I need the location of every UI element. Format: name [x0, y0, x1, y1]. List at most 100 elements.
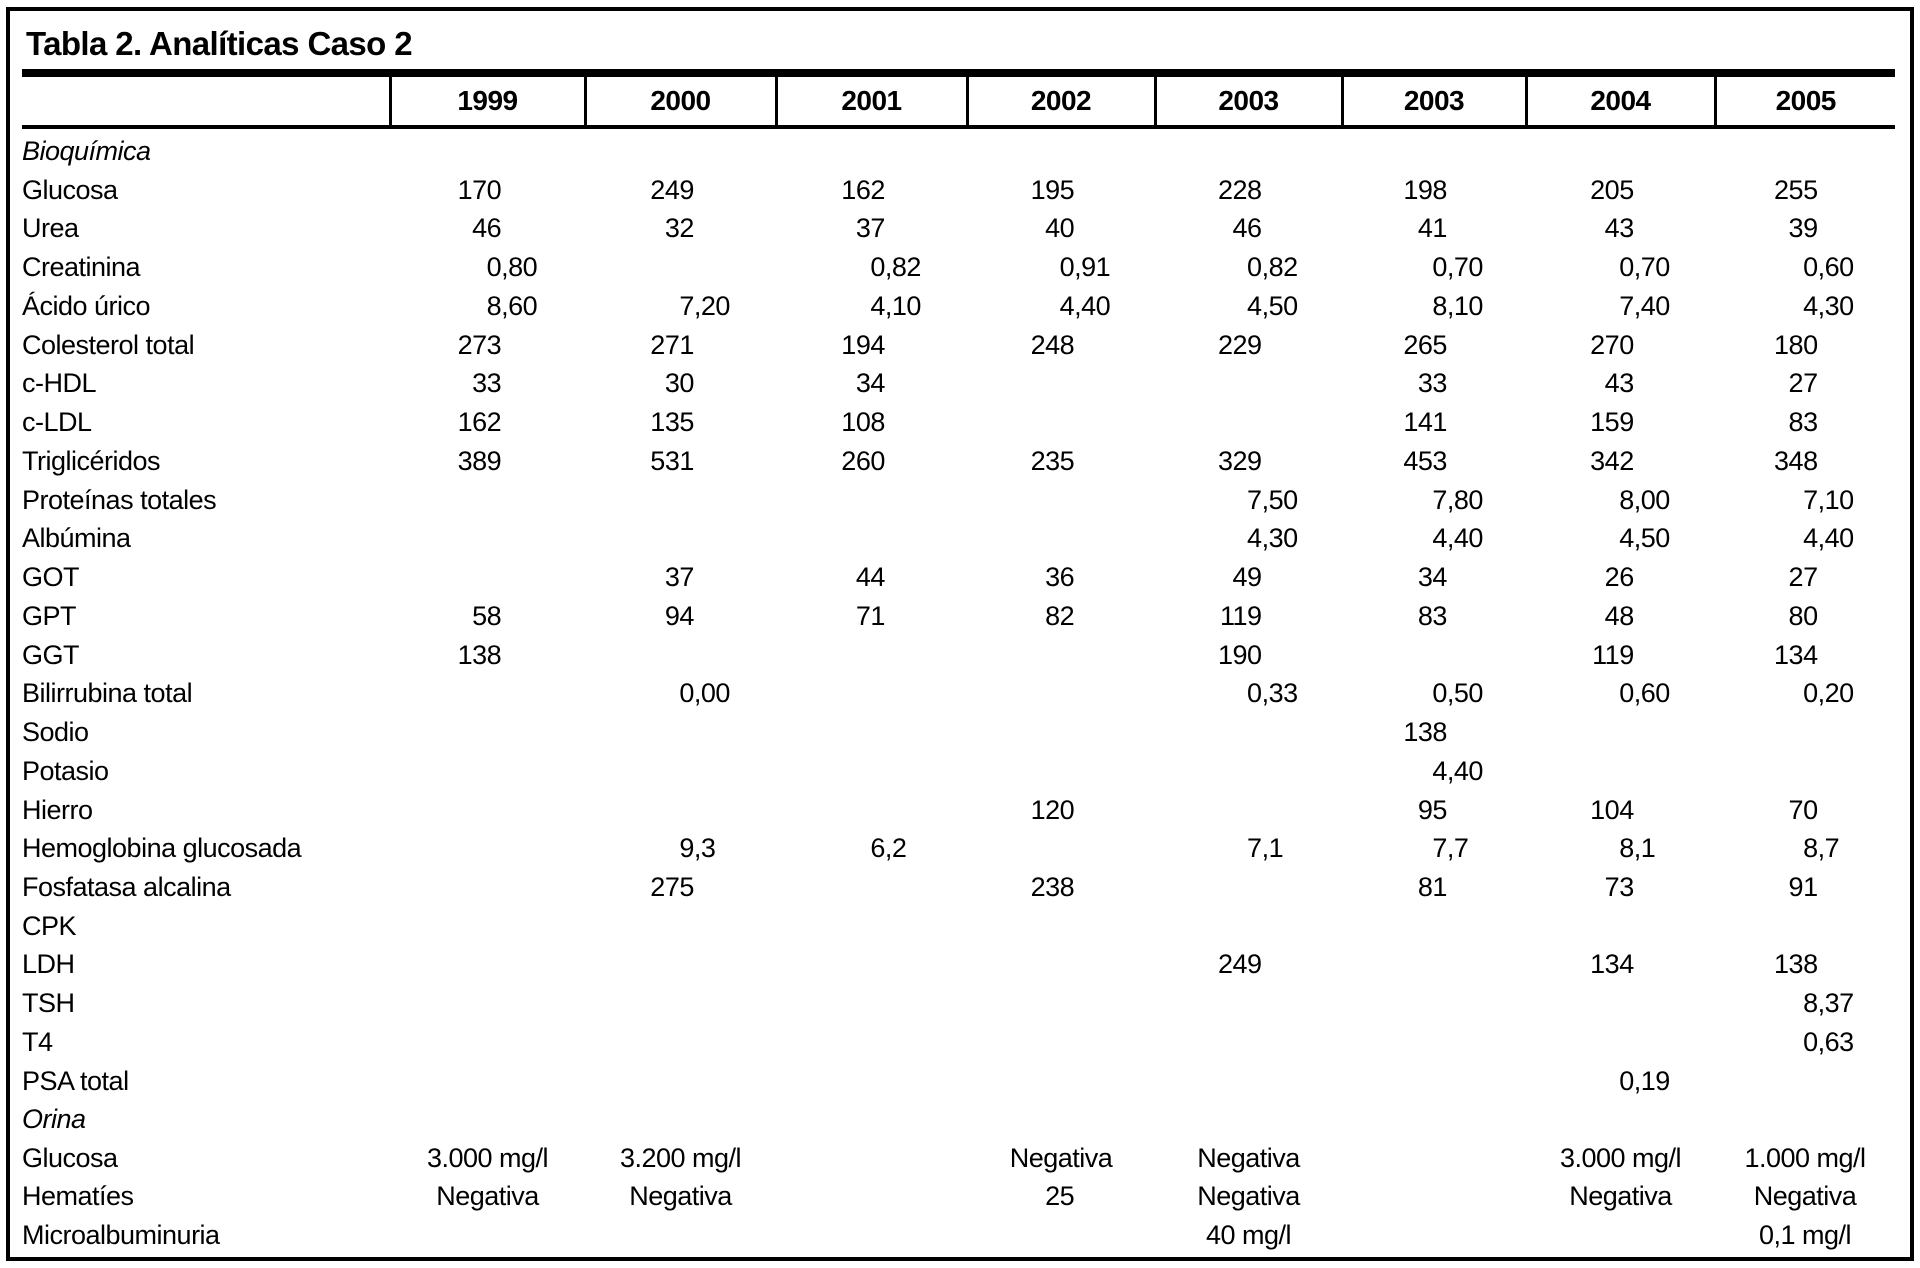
row-left-gap — [10, 127, 22, 171]
row-left-gap — [10, 907, 22, 946]
row-label: PSA total — [22, 1065, 129, 1096]
value-cell — [585, 791, 776, 830]
value-integer-part: 25 — [1045, 1181, 1075, 1212]
value-integer-part: 73 — [1604, 872, 1635, 902]
row-left-gap — [10, 1216, 22, 1255]
row-label: Bilirrubina total — [22, 678, 193, 709]
value-decimal-part: ,10 — [884, 290, 922, 321]
value-cell — [1342, 1100, 1526, 1139]
value-cell: 235 — [967, 442, 1155, 481]
value-cell — [390, 752, 585, 791]
row-right-gap — [1895, 1177, 1910, 1216]
value-decimal-part: ,91 — [1074, 252, 1111, 282]
value-cell: 238 — [967, 868, 1155, 907]
value-cell — [776, 1023, 967, 1062]
value-cell — [967, 829, 1155, 868]
value-integer-part: 0 — [870, 252, 885, 282]
row-label: GPT — [22, 600, 77, 631]
row-left-gap — [10, 945, 22, 984]
value-cell: 34 — [1342, 558, 1526, 597]
value-cell: 39 — [1715, 209, 1895, 248]
table-row: Creatinina 0,80 0,82 0,91 0,82 0,70 0,70 0,60 — [10, 248, 1910, 287]
row-label: Sodio — [22, 717, 89, 748]
value-cell: 0,33 — [1155, 674, 1342, 713]
value-cell — [1342, 907, 1526, 946]
value-decimal-part: ,82 — [884, 252, 922, 282]
value-cell — [776, 868, 967, 907]
value-cell — [967, 945, 1155, 984]
value-cell: 270 — [1526, 326, 1715, 365]
value-decimal-part: ,30 — [1817, 290, 1855, 321]
table-row: Hematíes Negativa Negativa 25 Negativa Negati… — [10, 1177, 1910, 1216]
value-cell — [1715, 1100, 1895, 1139]
value-integer-part: 194 — [841, 329, 885, 360]
value-integer-part: 342 — [1590, 445, 1634, 476]
value-integer-part: 58 — [472, 600, 502, 631]
value-cell: 43 — [1526, 364, 1715, 403]
row-right-gap — [1895, 248, 1910, 287]
value-cell — [1715, 752, 1895, 791]
table-frame: Tabla 2. Analíticas Caso 2 1999 2000 2001 2… — [6, 7, 1914, 1261]
value-cell: 33 — [1342, 364, 1526, 403]
value-integer-part: 33 — [1417, 368, 1448, 399]
value-cell: 453 — [1342, 442, 1526, 481]
value-cell — [390, 829, 585, 868]
value-integer-part: 43 — [1604, 213, 1635, 244]
row-label: Urea — [22, 213, 79, 244]
table-title: Tabla 2. Analíticas Caso 2 — [26, 25, 413, 62]
row-left-gap — [10, 364, 22, 403]
table-row: Potasio 4,40 — [10, 752, 1910, 791]
row-right-gap — [1895, 713, 1910, 752]
value-cell: 0,1 mg/l — [1758, 1220, 1852, 1250]
row-left-gap — [10, 558, 22, 597]
value-integer-part: 8 — [1619, 833, 1634, 864]
value-decimal-part: ,2 — [884, 833, 907, 864]
value-cell: 4,50 — [1526, 519, 1715, 558]
row-left-gap — [10, 1100, 22, 1139]
value-cell: 33 — [390, 364, 585, 403]
table-row: c-LDL 162 135 108 141 159 83 — [10, 403, 1910, 442]
row-right-gap — [1895, 1216, 1910, 1255]
row-right-gap — [1895, 1100, 1910, 1139]
value-cell — [776, 127, 967, 171]
value-cell — [1155, 364, 1342, 403]
value-integer-part: 4 — [1059, 290, 1075, 321]
value-integer-part: 4 — [870, 290, 885, 321]
section-row: Orina — [10, 1100, 1910, 1139]
row-right-gap — [1895, 287, 1910, 326]
value-cell: 348 — [1715, 442, 1895, 481]
value-cell: 37 — [776, 209, 967, 248]
value-cell — [967, 1100, 1155, 1139]
row-right-gap — [1895, 1023, 1910, 1062]
row-left-gap — [10, 674, 22, 713]
table-row: Colesterol total 273 271 194 248 229 265 270 180 — [10, 326, 1910, 365]
header-right-gap — [1895, 73, 1910, 127]
value-decimal-part: ,1 — [1261, 833, 1284, 864]
value-integer-part: 108 — [841, 407, 885, 437]
value-integer-part: 0 — [1803, 252, 1818, 282]
value-cell: 329 — [1155, 442, 1342, 481]
value-cell — [585, 984, 776, 1023]
value-integer-part: 0 — [1059, 252, 1075, 282]
value-cell: 138 — [1342, 713, 1526, 752]
value-cell: 265 — [1342, 326, 1526, 365]
value-cell: 0,20 — [1715, 674, 1895, 713]
table-row: T4 0,63 — [10, 1023, 1910, 1062]
value-integer-part: 7 — [1803, 484, 1818, 515]
value-integer-part: 135 — [650, 407, 694, 437]
value-cell — [967, 1023, 1155, 1062]
value-integer-part: 34 — [855, 368, 886, 399]
value-cell: 36 — [967, 558, 1155, 597]
row-right-gap — [1895, 791, 1910, 830]
value-integer-part: 0 — [1432, 678, 1447, 709]
value-cell: 119 — [1155, 597, 1342, 636]
table-row: CPK — [10, 907, 1910, 946]
value-cell: 32 — [585, 209, 776, 248]
value-cell — [1155, 127, 1342, 171]
row-label: Proteínas totales — [22, 484, 217, 515]
value-cell: 0,80 — [390, 248, 585, 287]
value-integer-part: 255 — [1774, 174, 1818, 205]
value-integer-part: 0 — [1619, 678, 1634, 709]
table-row: Fosfatasa alcalina 275 238 81 73 91 — [10, 868, 1910, 907]
value-integer-part: 7 — [1432, 484, 1447, 515]
